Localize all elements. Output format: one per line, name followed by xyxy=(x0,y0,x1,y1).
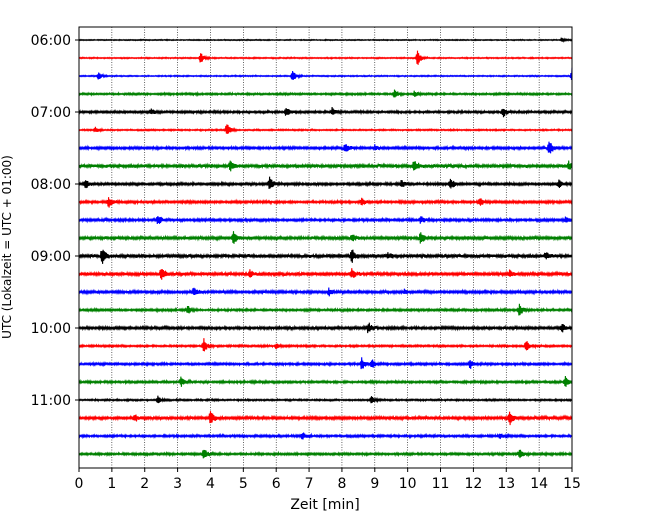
trace-0645 xyxy=(78,89,573,98)
trace-1115 xyxy=(78,411,573,426)
trace-0615 xyxy=(78,50,573,65)
y-tick-label: 07:00 xyxy=(31,105,71,121)
trace-1145 xyxy=(78,449,573,459)
traces-group xyxy=(78,36,573,459)
trace-0845 xyxy=(78,231,573,244)
trace-0830 xyxy=(78,215,573,225)
x-tick-label: 2 xyxy=(140,476,149,492)
y-tick-label: 11:00 xyxy=(31,393,71,409)
x-tick-label: 13 xyxy=(497,476,515,492)
vertical-grid xyxy=(111,27,540,468)
x-tick-label: 7 xyxy=(305,476,314,492)
trace-1030 xyxy=(78,357,573,370)
trace-0700 xyxy=(78,106,573,118)
x-tick-label: 15 xyxy=(563,476,581,492)
trace-1130 xyxy=(78,432,573,440)
x-tick-label: 3 xyxy=(173,476,182,492)
x-tick-label: 4 xyxy=(206,476,215,492)
trace-0800 xyxy=(78,176,573,189)
x-tick-label: 14 xyxy=(530,476,548,492)
x-tick-label: 8 xyxy=(337,476,346,492)
y-tick-label: 09:00 xyxy=(31,249,71,265)
x-tick-label: 1 xyxy=(107,476,116,492)
trace-0915 xyxy=(78,268,573,280)
trace-0715 xyxy=(78,124,573,134)
x-tick-label: 11 xyxy=(432,476,450,492)
y-axis-ticks: 06:00 07:00 08:00 09:00 10:00 11:00 xyxy=(31,33,79,409)
trace-1100 xyxy=(78,395,573,404)
trace-1015 xyxy=(78,338,573,352)
y-tick-label: 08:00 xyxy=(31,177,71,193)
x-tick-label: 5 xyxy=(239,476,248,492)
x-tick-label: 10 xyxy=(399,476,417,492)
x-tick-label: 6 xyxy=(272,476,281,492)
x-tick-label: 0 xyxy=(75,476,84,492)
x-tick-label: 12 xyxy=(464,476,482,492)
x-axis-label: Zeit [min] xyxy=(290,497,359,513)
trace-0930 xyxy=(78,287,573,297)
trace-0630 xyxy=(78,67,573,81)
trace-0600 xyxy=(78,36,573,44)
y-tick-label: 06:00 xyxy=(31,33,71,49)
trace-0730 xyxy=(78,141,573,154)
y-axis-label: UTC (Lokalzeit = UTC + 01:00) xyxy=(0,155,14,339)
y-tick-label: 10:00 xyxy=(31,321,71,337)
trace-0945 xyxy=(78,303,573,316)
trace-0900 xyxy=(78,249,573,264)
x-tick-label: 9 xyxy=(370,476,379,492)
trace-1045 xyxy=(78,375,573,387)
trace-0745 xyxy=(78,160,573,172)
trace-1000 xyxy=(78,322,573,334)
trace-0815 xyxy=(78,197,573,208)
plot-frame xyxy=(78,26,573,469)
x-axis-ticks: 0 1 2 3 4 5 6 7 8 9 10 11 12 13 14 15 xyxy=(75,468,581,492)
